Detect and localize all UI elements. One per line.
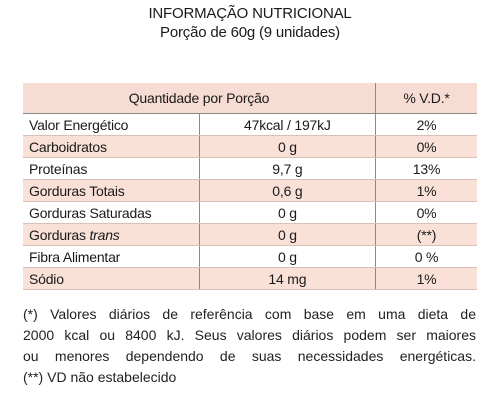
nutrient-amount: 9,7 g <box>199 157 377 180</box>
table-row: Sódio 14 mg 1% <box>23 267 477 290</box>
footnote-line: (**) VD não estabelecido <box>23 369 177 385</box>
nutrition-title: INFORMAÇÃO NUTRICIONAL <box>148 5 352 22</box>
nutrient-dv: (**) <box>375 223 477 246</box>
table-row: Proteínas 9,7 g 13% <box>23 157 477 180</box>
table-row: Valor Energético 47kcal / 197kJ 2% <box>23 113 477 136</box>
nutrient-name-text: Gorduras <box>29 226 86 243</box>
nutrient-name: Fibra Alimentar <box>23 245 200 268</box>
column-header-amount: Quantidade por Porção <box>23 83 376 114</box>
nutrient-amount: 47kcal / 197kJ <box>199 113 377 136</box>
footnote-line: 2000 kcal ou 8400 kJ. Seus valores diári… <box>23 327 476 343</box>
footnote-line: ou menores dependendo de suas necessidad… <box>23 348 476 364</box>
nutrient-name: Gorduras Totais <box>23 179 200 202</box>
nutrient-dv: 0% <box>375 135 477 158</box>
nutrient-name-italic: trans <box>89 226 120 243</box>
table-row: Gorduras trans 0 g (**) <box>23 223 477 246</box>
nutrient-dv: 0% <box>375 201 477 224</box>
nutrition-table: Quantidade por Porção % V.D.* Valor Ener… <box>23 83 477 290</box>
nutrient-amount: 0 g <box>199 223 377 246</box>
table-row: Gorduras Saturadas 0 g 0% <box>23 201 477 224</box>
nutrient-name: Proteínas <box>23 157 200 180</box>
nutrient-name: Gorduras trans <box>23 223 200 246</box>
nutrient-dv: 1% <box>375 267 477 290</box>
table-row: Carboidratos 0 g 0% <box>23 135 477 158</box>
nutrition-header: INFORMAÇÃO NUTRICIONAL Porção de 60g (9 … <box>110 4 390 42</box>
nutrient-name: Sódio <box>23 267 200 290</box>
nutrient-amount: 0 g <box>199 245 377 268</box>
nutrient-name: Valor Energético <box>23 113 200 136</box>
nutrient-name: Carboidratos <box>23 135 200 158</box>
serving-size: Porção de 60g (9 unidades) <box>160 24 340 41</box>
nutrient-amount: 0 g <box>199 201 377 224</box>
footnotes: (*) Valores diários de referência com ba… <box>23 304 476 388</box>
nutrient-dv: 2% <box>375 113 477 136</box>
nutrient-amount: 0,6 g <box>199 179 377 202</box>
column-header-dv: % V.D.* <box>375 83 477 114</box>
nutrient-name: Gorduras Saturadas <box>23 201 200 224</box>
table-row: Fibra Alimentar 0 g 0 % <box>23 245 477 268</box>
nutrient-dv: 13% <box>375 157 477 180</box>
nutrient-dv: 1% <box>375 179 477 202</box>
table-header-row: Quantidade por Porção % V.D.* <box>23 83 477 114</box>
nutrient-amount: 0 g <box>199 135 377 158</box>
table-row: Gorduras Totais 0,6 g 1% <box>23 179 477 202</box>
nutrient-amount: 14 mg <box>199 267 377 290</box>
nutrient-dv: 0 % <box>375 245 477 268</box>
footnote-line: (*) Valores diários de referência com ba… <box>23 306 476 322</box>
